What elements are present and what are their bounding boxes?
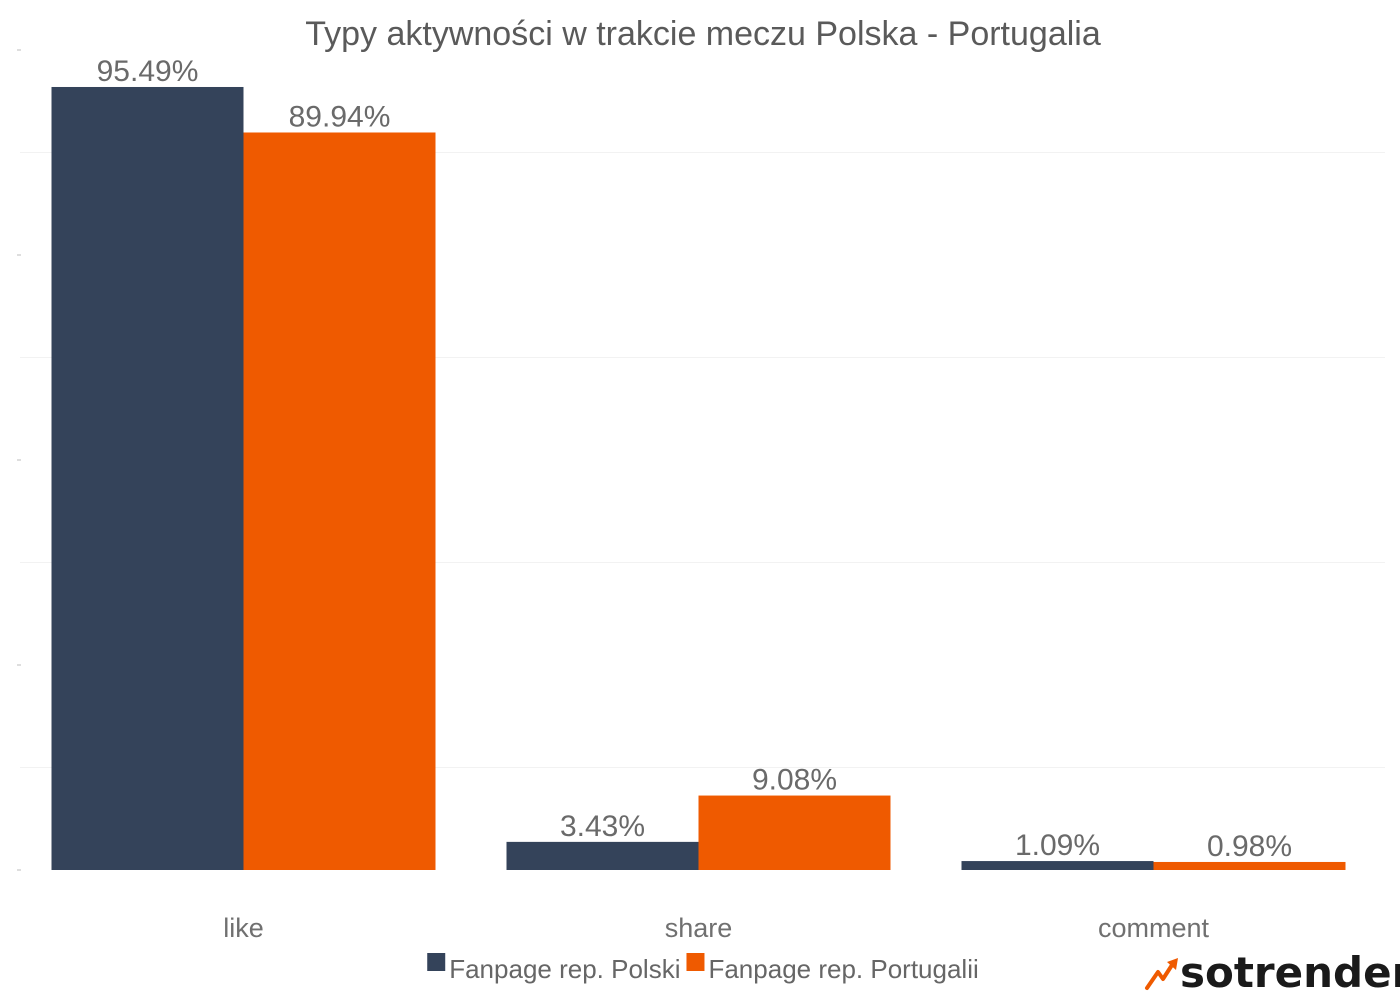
bar-like-series-2	[243, 132, 436, 870]
category-label-like: like	[223, 913, 264, 943]
legend-label: Fanpage rep. Polski	[449, 954, 680, 984]
category-labels: like share comment	[223, 913, 1209, 943]
y-axis-ticks	[17, 49, 21, 871]
category-label-comment: comment	[1098, 913, 1210, 943]
value-label-comment-series-2: 0.98%	[1207, 830, 1292, 863]
legend-item: Fanpage rep. Portugalii	[686, 953, 979, 984]
value-labels: 95.49% 89.94% 3.43% 9.08% 1.09% 0.98%	[97, 55, 1292, 863]
brand-name: sotrender	[1180, 948, 1400, 997]
value-label-like-series-1: 95.49%	[97, 55, 199, 88]
value-label-comment-series-1: 1.09%	[1015, 829, 1100, 862]
bar-share-series-1	[506, 841, 699, 870]
legend-swatch	[686, 953, 705, 971]
bar-share-series-2	[698, 795, 891, 870]
legend-item: Fanpage rep. Polski	[427, 953, 680, 984]
legend-label: Fanpage rep. Portugalii	[708, 954, 978, 984]
brand-logo: sotrender	[1145, 948, 1400, 997]
bar-comment-series-1	[961, 861, 1154, 870]
value-label-share-series-2: 9.08%	[752, 764, 837, 797]
chart-title: Typy aktywności w trakcie meczu Polska -…	[305, 15, 1101, 53]
trend-arrow-icon	[1145, 958, 1178, 990]
legend: Fanpage rep. Polski Fanpage rep. Portugal…	[427, 953, 979, 984]
value-label-share-series-1: 3.43%	[560, 810, 645, 843]
bar-like-series-1	[51, 86, 244, 871]
bars	[51, 86, 1346, 871]
category-label-share: share	[665, 913, 733, 943]
bar-comment-series-2	[1153, 861, 1346, 870]
legend-swatch	[427, 953, 446, 971]
value-label-like-series-2: 89.94%	[289, 100, 391, 133]
